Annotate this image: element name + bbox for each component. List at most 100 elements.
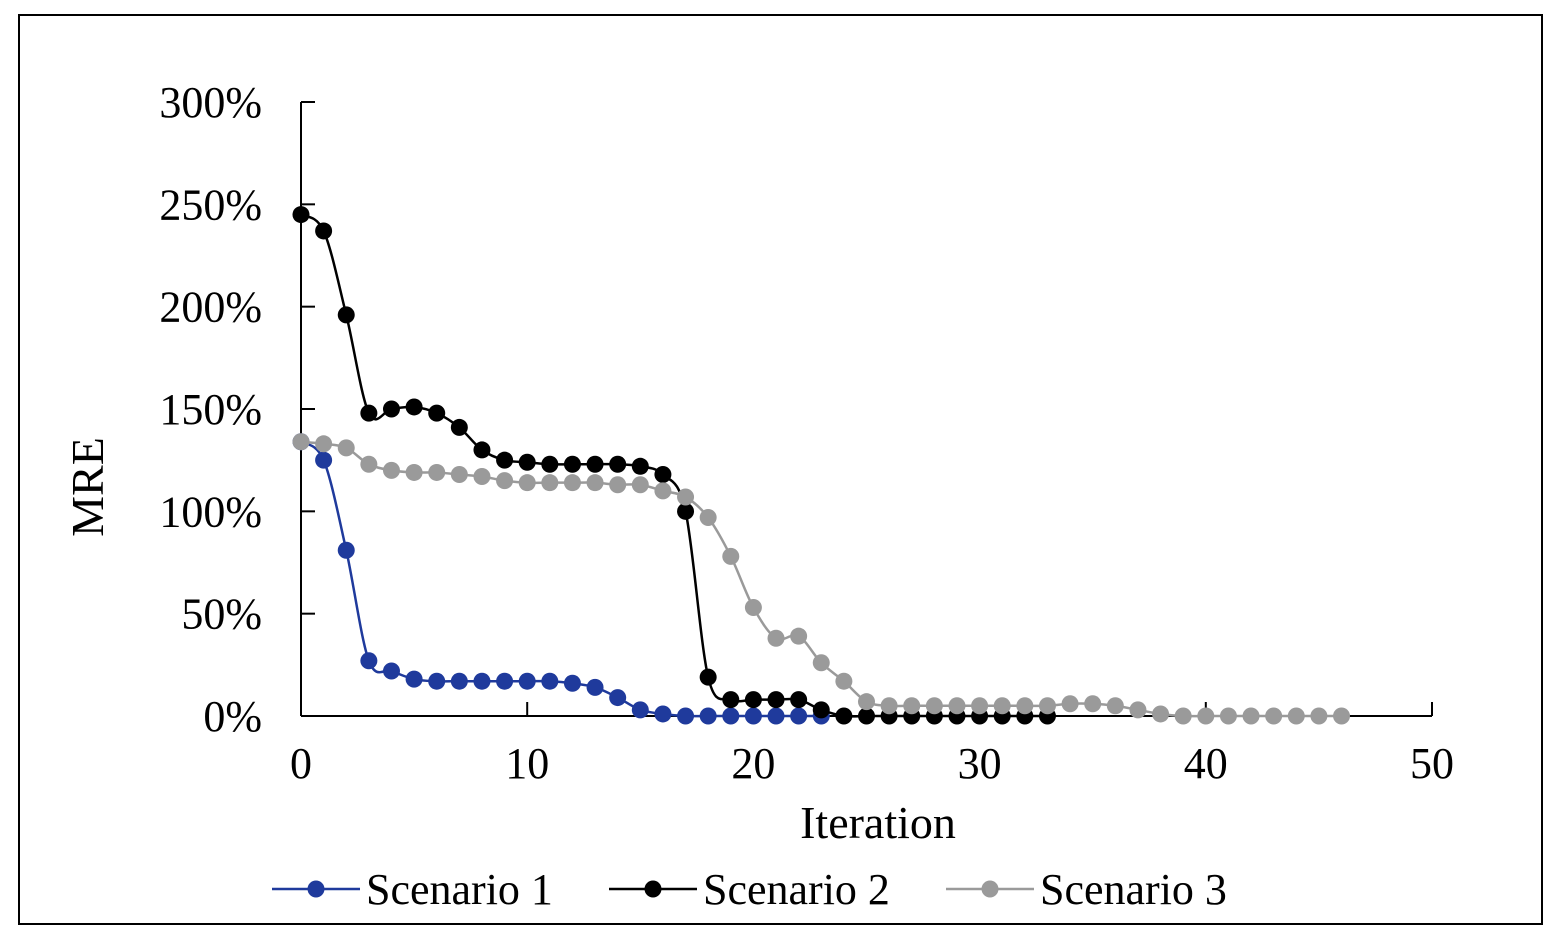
- data-point: [722, 547, 740, 565]
- data-point: [1152, 705, 1170, 723]
- data-point: [496, 472, 514, 490]
- data-point: [654, 705, 672, 723]
- data-point: [1016, 697, 1034, 715]
- series-2: [292, 206, 1056, 725]
- data-point: [790, 691, 808, 709]
- legend-label: Scenario 3: [1040, 865, 1227, 914]
- data-point: [315, 222, 333, 240]
- data-point: [1265, 707, 1283, 725]
- x-tick-label: 10: [505, 739, 549, 788]
- data-point: [835, 707, 853, 725]
- data-point: [993, 697, 1011, 715]
- data-point: [971, 697, 989, 715]
- data-point: [315, 451, 333, 469]
- data-point: [948, 697, 966, 715]
- legend: Scenario 1 Scenario 2 Scenario 3: [272, 865, 1227, 914]
- data-point: [925, 697, 943, 715]
- data-point: [586, 474, 604, 492]
- data-point: [541, 474, 559, 492]
- y-tick-label: 200%: [159, 283, 262, 332]
- data-point: [677, 502, 695, 520]
- data-point: [1129, 701, 1147, 719]
- data-point: [858, 707, 875, 725]
- data-point: [428, 463, 446, 481]
- data-point: [1242, 707, 1260, 725]
- legend-marker: [307, 880, 325, 898]
- data-point: [450, 465, 468, 483]
- data-point: [722, 707, 740, 725]
- series-group: [292, 206, 1351, 725]
- data-point: [518, 672, 536, 690]
- data-point: [1174, 707, 1192, 725]
- data-point: [835, 672, 853, 690]
- x-tick-label: 40: [1184, 739, 1228, 788]
- data-point: [790, 627, 808, 645]
- x-tick-label: 20: [731, 739, 775, 788]
- data-point: [473, 672, 491, 690]
- data-point: [473, 468, 491, 486]
- data-point: [360, 404, 378, 422]
- x-tick-label: 50: [1410, 739, 1454, 788]
- data-point: [631, 457, 649, 475]
- data-point: [428, 404, 446, 422]
- data-point: [360, 455, 378, 473]
- data-point: [428, 672, 446, 690]
- data-point: [382, 461, 400, 479]
- data-point: [767, 691, 785, 709]
- y-tick-label: 150%: [159, 385, 262, 434]
- data-point: [1310, 707, 1328, 725]
- data-point: [744, 691, 762, 709]
- data-point: [563, 474, 581, 492]
- data-point: [767, 707, 785, 725]
- data-point: [609, 689, 627, 707]
- data-point: [699, 668, 717, 686]
- data-point: [1106, 697, 1124, 715]
- data-point: [382, 400, 400, 418]
- legend-item-3: Scenario 3: [946, 865, 1227, 914]
- data-point: [654, 482, 672, 500]
- axes: [300, 101, 1433, 717]
- y-tick-label: 100%: [159, 487, 262, 536]
- data-point: [722, 691, 740, 709]
- data-point: [337, 306, 355, 324]
- data-point: [1038, 697, 1056, 715]
- data-point: [654, 465, 672, 483]
- legend-item-2: Scenario 2: [609, 865, 890, 914]
- tick-labels: 0% 50% 100% 150% 200% 250% 300% 0 10 20 30 40 50: [159, 78, 1454, 788]
- data-point: [744, 599, 762, 617]
- data-point: [699, 707, 717, 725]
- data-point: [541, 672, 559, 690]
- series-3: [292, 433, 1351, 725]
- data-point: [903, 697, 921, 715]
- data-point: [1197, 707, 1215, 725]
- data-point: [541, 455, 559, 473]
- data-point: [450, 418, 468, 436]
- data-point: [677, 707, 695, 725]
- data-point: [563, 455, 581, 473]
- legend-label: Scenario 2: [703, 865, 890, 914]
- data-point: [586, 678, 604, 696]
- data-point: [1061, 695, 1079, 713]
- data-point: [518, 474, 536, 492]
- data-point: [1084, 695, 1102, 713]
- legend-marker: [644, 880, 662, 898]
- data-point: [473, 441, 491, 459]
- data-point: [767, 629, 785, 647]
- data-point: [1219, 707, 1237, 725]
- legend-marker: [981, 880, 999, 898]
- data-point: [631, 476, 649, 494]
- data-point: [405, 463, 423, 481]
- data-point: [631, 701, 649, 719]
- x-axis-title: Iteration: [800, 797, 956, 848]
- data-point: [292, 433, 310, 451]
- y-tick-label: 250%: [159, 180, 262, 229]
- data-point: [699, 508, 717, 526]
- data-point: [812, 701, 830, 719]
- data-point: [518, 453, 536, 471]
- data-point: [405, 670, 423, 688]
- data-point: [496, 672, 514, 690]
- data-point: [744, 707, 762, 725]
- chart-frame: [18, 14, 1543, 925]
- data-point: [405, 398, 423, 416]
